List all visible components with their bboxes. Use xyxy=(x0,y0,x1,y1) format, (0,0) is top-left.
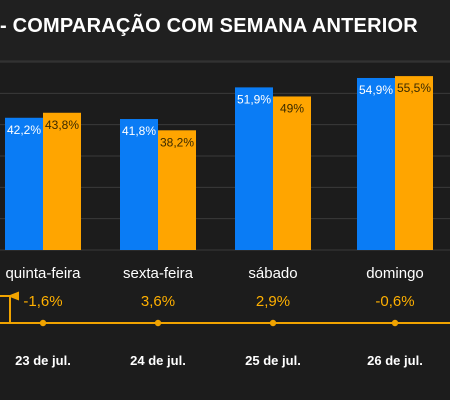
category-label: sábado xyxy=(248,265,297,282)
bar-previous-week xyxy=(395,76,433,250)
date-label: 24 de jul. xyxy=(130,353,186,368)
bar-previous-week xyxy=(273,96,311,250)
page-title: - COMPARAÇÃO COM SEMANA ANTERIOR xyxy=(0,15,418,37)
category-label: domingo xyxy=(366,265,424,282)
bar-previous-week xyxy=(158,130,196,250)
date-label: 26 de jul. xyxy=(367,353,423,368)
variation-label: -1,6% xyxy=(23,293,62,310)
category-label: quinta-feira xyxy=(5,265,81,282)
variation-arrow-icon xyxy=(0,291,19,301)
header-bar: - COMPARAÇÃO COM SEMANA ANTERIOR xyxy=(0,0,450,60)
variation-marker xyxy=(269,319,277,327)
data-label-previous: 38,2% xyxy=(160,135,194,149)
date-label: 25 de jul. xyxy=(245,353,301,368)
data-label-current: 41,8% xyxy=(122,124,156,138)
variation-label: 2,9% xyxy=(256,293,290,310)
variation-marker xyxy=(154,319,162,327)
variation-marker xyxy=(391,319,399,327)
data-label-current: 54,9% xyxy=(359,83,393,97)
variation-label: 3,6% xyxy=(141,293,175,310)
variation-label: -0,6% xyxy=(375,293,414,310)
header-divider xyxy=(0,60,450,62)
category-label: sexta-feira xyxy=(123,265,194,282)
bar-current-week xyxy=(357,77,395,250)
data-label-previous: 43,8% xyxy=(45,118,79,132)
data-label-previous: 49% xyxy=(280,101,304,115)
bar-current-week xyxy=(235,87,273,250)
bar-previous-week xyxy=(43,112,81,250)
variation-marker xyxy=(39,319,47,327)
bar-current-week xyxy=(120,119,158,250)
date-label: 23 de jul. xyxy=(15,353,71,368)
data-label-current: 42,2% xyxy=(7,123,41,137)
data-label-current: 51,9% xyxy=(237,92,271,106)
bar-current-week xyxy=(5,117,43,250)
data-label-previous: 55,5% xyxy=(397,81,431,95)
